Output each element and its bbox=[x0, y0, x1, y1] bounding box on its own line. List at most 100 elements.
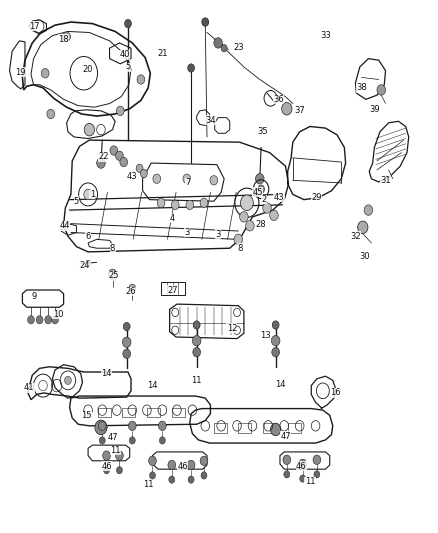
Circle shape bbox=[313, 455, 321, 464]
Bar bbox=[288, 423, 300, 433]
Circle shape bbox=[123, 322, 130, 331]
Circle shape bbox=[300, 475, 306, 482]
Circle shape bbox=[186, 200, 194, 209]
Circle shape bbox=[117, 466, 122, 474]
Circle shape bbox=[28, 316, 35, 324]
Circle shape bbox=[258, 185, 265, 193]
Text: 43: 43 bbox=[274, 193, 284, 202]
Text: 43: 43 bbox=[127, 172, 138, 181]
Circle shape bbox=[84, 123, 95, 136]
Bar bbox=[98, 408, 111, 417]
Text: 18: 18 bbox=[58, 35, 69, 44]
Bar bbox=[214, 423, 227, 433]
Circle shape bbox=[193, 321, 200, 329]
Text: 29: 29 bbox=[311, 193, 322, 202]
Circle shape bbox=[221, 45, 227, 52]
Text: 20: 20 bbox=[83, 64, 93, 74]
Text: 34: 34 bbox=[205, 116, 216, 125]
Circle shape bbox=[263, 203, 272, 213]
Text: 8: 8 bbox=[237, 244, 242, 253]
Circle shape bbox=[234, 234, 243, 245]
Circle shape bbox=[41, 69, 49, 78]
Circle shape bbox=[36, 316, 43, 324]
Text: 11: 11 bbox=[143, 480, 153, 489]
Text: 14: 14 bbox=[147, 381, 158, 390]
Text: 3: 3 bbox=[184, 228, 190, 237]
Circle shape bbox=[201, 472, 207, 479]
Circle shape bbox=[153, 174, 161, 183]
Circle shape bbox=[272, 348, 279, 357]
Text: 46: 46 bbox=[296, 462, 307, 471]
Bar bbox=[172, 408, 185, 417]
Circle shape bbox=[358, 221, 368, 233]
Circle shape bbox=[116, 451, 123, 461]
Circle shape bbox=[129, 437, 135, 444]
Circle shape bbox=[270, 210, 278, 221]
Circle shape bbox=[52, 316, 58, 324]
Circle shape bbox=[148, 456, 156, 465]
Circle shape bbox=[116, 151, 123, 160]
Text: 11: 11 bbox=[305, 477, 315, 486]
Text: 46: 46 bbox=[101, 462, 112, 471]
Circle shape bbox=[284, 471, 290, 478]
Circle shape bbox=[64, 376, 71, 384]
Text: 45: 45 bbox=[252, 188, 263, 197]
Circle shape bbox=[271, 423, 281, 436]
Text: 24: 24 bbox=[80, 261, 90, 270]
Circle shape bbox=[45, 316, 52, 324]
Circle shape bbox=[120, 157, 127, 167]
Text: 13: 13 bbox=[260, 331, 271, 340]
Circle shape bbox=[210, 175, 218, 185]
Text: 30: 30 bbox=[360, 252, 370, 261]
Circle shape bbox=[282, 102, 292, 115]
Circle shape bbox=[364, 205, 373, 215]
Text: 47: 47 bbox=[107, 433, 118, 442]
Text: 19: 19 bbox=[15, 68, 26, 77]
Text: 12: 12 bbox=[226, 324, 237, 333]
Circle shape bbox=[157, 198, 165, 207]
Bar bbox=[123, 408, 135, 417]
Text: 35: 35 bbox=[258, 127, 268, 136]
Circle shape bbox=[95, 420, 107, 435]
Text: 46: 46 bbox=[177, 462, 188, 471]
Text: 14: 14 bbox=[101, 369, 112, 378]
Circle shape bbox=[122, 337, 131, 348]
Circle shape bbox=[200, 456, 208, 465]
Circle shape bbox=[63, 32, 71, 42]
Bar bbox=[161, 282, 185, 295]
Circle shape bbox=[314, 471, 320, 478]
Circle shape bbox=[137, 75, 145, 84]
Circle shape bbox=[169, 476, 175, 483]
Circle shape bbox=[193, 348, 201, 357]
Circle shape bbox=[84, 189, 92, 200]
Circle shape bbox=[188, 476, 194, 483]
Circle shape bbox=[202, 18, 208, 26]
Text: 16: 16 bbox=[330, 389, 341, 398]
Circle shape bbox=[99, 437, 105, 444]
Circle shape bbox=[246, 221, 254, 231]
Text: 23: 23 bbox=[233, 43, 244, 52]
Circle shape bbox=[123, 349, 131, 358]
Circle shape bbox=[214, 38, 223, 48]
Circle shape bbox=[124, 19, 131, 28]
Text: 2: 2 bbox=[261, 195, 267, 204]
Circle shape bbox=[272, 321, 279, 329]
Text: 26: 26 bbox=[126, 287, 136, 296]
Circle shape bbox=[255, 174, 264, 184]
Text: 10: 10 bbox=[53, 310, 63, 319]
Text: 1: 1 bbox=[90, 190, 95, 199]
Text: 17: 17 bbox=[29, 22, 40, 31]
Circle shape bbox=[283, 455, 291, 464]
Text: 7: 7 bbox=[185, 179, 191, 188]
Text: 47: 47 bbox=[280, 432, 291, 441]
Text: 11: 11 bbox=[110, 446, 120, 455]
Circle shape bbox=[299, 459, 307, 469]
Circle shape bbox=[240, 212, 248, 222]
Text: 37: 37 bbox=[294, 107, 305, 115]
Text: 22: 22 bbox=[99, 152, 109, 161]
Circle shape bbox=[272, 335, 280, 346]
Text: 6: 6 bbox=[85, 232, 91, 241]
Text: 32: 32 bbox=[350, 232, 361, 241]
Bar bbox=[238, 423, 251, 433]
Text: 44: 44 bbox=[59, 221, 70, 230]
